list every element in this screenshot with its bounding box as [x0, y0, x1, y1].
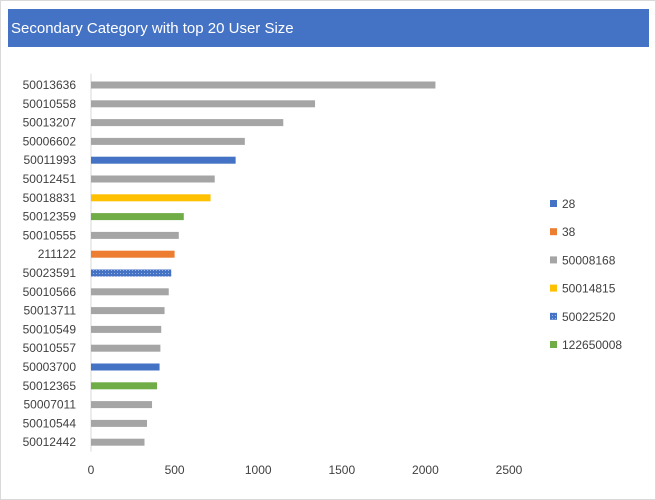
chart-title: Secondary Category with top 20 User Size [11, 20, 294, 37]
category-label-50010555: 50010555 [23, 228, 77, 242]
bar-50003700 [91, 363, 160, 371]
category-label-50023591: 50023591 [23, 266, 77, 280]
category-label-50012365: 50012365 [23, 379, 77, 393]
bar-50013711 [91, 307, 165, 315]
bar-50012365 [91, 382, 158, 390]
x-tick-label-0: 0 [88, 463, 95, 477]
x-tick-label-2500: 2500 [496, 463, 523, 477]
category-label-50013636: 50013636 [23, 78, 77, 92]
bar-50023591 [91, 269, 172, 277]
category-label-50006602: 50006602 [23, 134, 77, 148]
category-label-50010544: 50010544 [23, 416, 77, 430]
bar-50012442 [91, 438, 145, 446]
bar-50011993 [91, 156, 236, 164]
x-tick-label-1500: 1500 [328, 463, 355, 477]
category-label-50010566: 50010566 [23, 285, 77, 299]
category-label-50013711: 50013711 [24, 304, 77, 318]
category-label-50018831: 50018831 [23, 191, 77, 205]
category-label-50010558: 50010558 [23, 97, 77, 111]
category-label-50007011: 50007011 [24, 398, 77, 412]
legend-swatch-50022520 [550, 312, 557, 320]
legend-label-50008168: 50008168 [562, 253, 616, 267]
bar-50012359 [91, 213, 184, 221]
legend-swatch-38 [550, 228, 557, 236]
x-tick-label-1000: 1000 [245, 463, 272, 477]
category-label-50011993: 50011993 [24, 153, 77, 167]
chart-title-bar: Secondary Category with top 20 User Size [8, 9, 649, 47]
category-label-50012451: 50012451 [23, 172, 77, 186]
category-label-211122: 211122 [38, 247, 77, 261]
legend-label-50022520: 50022520 [562, 310, 616, 324]
category-label-50010549: 50010549 [23, 322, 77, 336]
category-label-50013207: 50013207 [23, 116, 77, 130]
bar-211122 [91, 250, 175, 258]
legend-swatch-50008168 [550, 256, 557, 264]
category-label-50003700: 50003700 [23, 360, 77, 374]
bar-50018831 [91, 194, 211, 202]
bar-50006602 [91, 137, 245, 145]
legend-swatch-28 [550, 200, 557, 207]
bar-50010549 [91, 325, 162, 333]
legend-label-28: 28 [562, 197, 576, 211]
category-label-50012442: 50012442 [23, 435, 77, 449]
category-label-50012359: 50012359 [23, 210, 77, 224]
bar-50012451 [91, 175, 215, 183]
legend-label-122650008: 122650008 [562, 338, 622, 352]
legend-label-50014815: 50014815 [562, 282, 616, 296]
bar-50010566 [91, 288, 169, 296]
bar-50010558 [91, 100, 316, 108]
legend-swatch-122650008 [550, 341, 557, 348]
bar-50013207 [91, 119, 284, 127]
x-tick-label-500: 500 [165, 463, 185, 477]
bar-50010544 [91, 419, 148, 427]
bar-50007011 [91, 401, 153, 409]
category-label-50010557: 50010557 [23, 341, 77, 355]
legend-swatch-50014815 [550, 284, 557, 292]
bar-50013636 [91, 81, 436, 89]
bar-50010555 [91, 231, 179, 239]
legend-label-38: 38 [562, 225, 576, 239]
bar-50010557 [91, 344, 161, 352]
x-tick-label-2000: 2000 [412, 463, 439, 477]
